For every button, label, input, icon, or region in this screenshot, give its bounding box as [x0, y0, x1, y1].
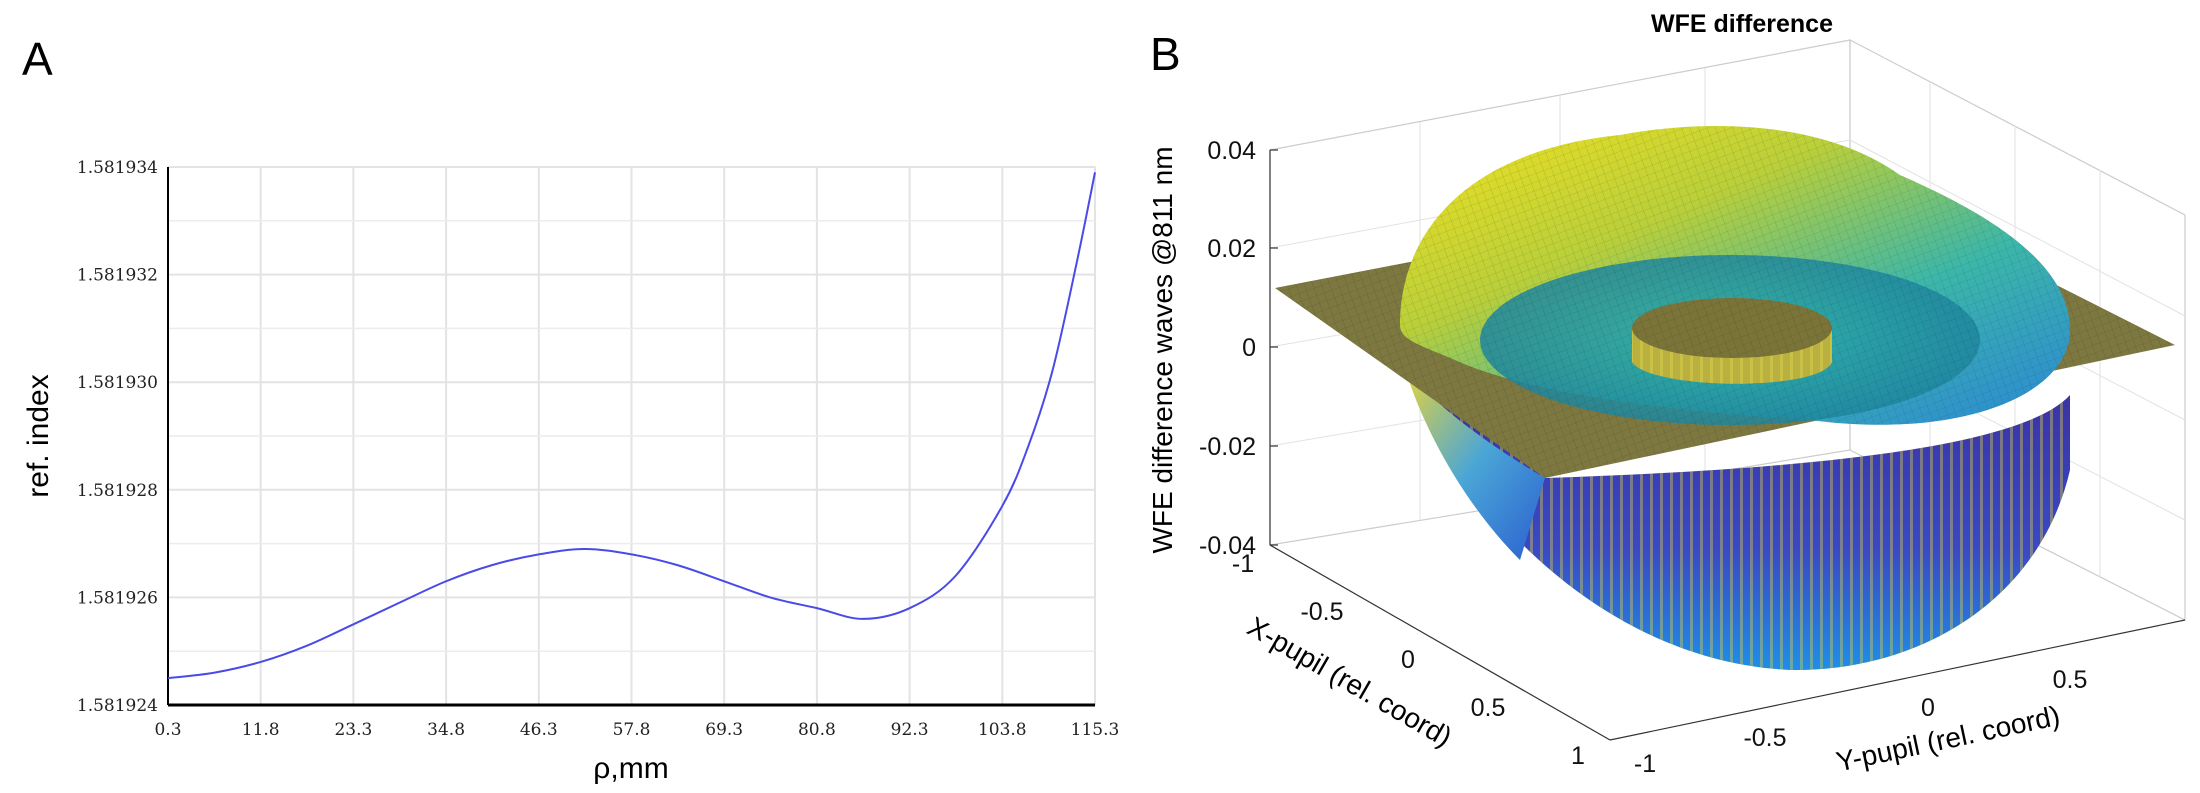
chart-a-x-tick-label: 11.8: [242, 720, 280, 740]
chart-b-y-axis-line: [1609, 619, 2186, 741]
chart-a-x-ticks: 0.3 11.8 23.3 34.8 46.3 57.8 69.3 80.8 92.3 103.8…: [154, 720, 1119, 740]
chart-a-points: [167, 172, 1096, 679]
chart-a-x-tick-label: 57.8: [613, 720, 651, 740]
chart-a-y-tick-label: 1.581926: [77, 588, 158, 608]
chart-a-x-tick-label: 46.3: [520, 720, 558, 740]
chart-a-ylabel: ref. index: [22, 374, 55, 497]
chart-b-x-axis-line: [1269, 544, 1611, 741]
chart-b-x-tick-label: -0.5: [1300, 598, 1343, 626]
chart-b-title: WFE difference: [1651, 10, 1833, 38]
panel-b-label: B: [1150, 28, 1181, 80]
chart-a-series-line: [167, 172, 1096, 680]
chart-a: 0.3 11.8 23.3 34.8 46.3 57.8 69.3 80.8 92.3 103.8…: [22, 158, 1119, 785]
chart-a-y-ticks: 1.581924 1.581926 1.581928 1.581930 1.581932…: [77, 158, 158, 716]
chart-b-zlabel: WFE difference waves @811 nm: [1147, 146, 1178, 553]
chart-b-z-tick-label: -0.04: [1199, 532, 1256, 560]
chart-b-x-tick-label: 0.5: [1471, 694, 1506, 722]
chart-a-y-tick-label: 1.581934: [77, 158, 158, 178]
chart-a-xlabel: ρ,mm: [593, 752, 668, 785]
chart-b-surface: [1275, 125, 2175, 671]
chart-a-y-tick-label: 1.581928: [77, 481, 158, 501]
chart-a-y-tick-label: 1.581930: [77, 373, 158, 393]
chart-b-y-ticks: -1 -0.5 0 0.5: [1634, 666, 2088, 778]
chart-a-y-tick-label: 1.581932: [77, 266, 158, 286]
chart-b-surface-center-pillar-mesh: [1632, 298, 1832, 358]
chart-a-x-tick-label: 103.8: [978, 720, 1027, 740]
chart-a-y-tick-label: 1.581924: [77, 696, 158, 716]
chart-b-y-tick-label: -0.5: [1743, 724, 1786, 752]
chart-b-surface-left-wall: [1405, 368, 1545, 560]
chart-b: 0.040.020-0.02-0.04 -1-0.500.51 -1-0.500…: [1147, 39, 2186, 778]
chart-b-surface-front-wall-stripes: [1405, 368, 2070, 671]
chart-b-xlabel: X-pupil (rel. coord): [1242, 611, 1457, 753]
chart-b-x-ticks: -1 -0.5 0 0.5 1: [1232, 550, 1585, 770]
chart-b-z-tick-label: 0.04: [1207, 137, 1256, 165]
chart-a-x-tick-label: 69.3: [705, 720, 743, 740]
chart-b-y-tick-label: 0: [1921, 694, 1935, 722]
chart-a-x-tick-label: 23.3: [334, 720, 372, 740]
chart-b-z-tick-label: 0.02: [1207, 235, 1256, 263]
chart-a-x-tick-label: 80.8: [798, 720, 836, 740]
chart-b-z-tick-label: 0: [1242, 334, 1256, 362]
chart-b-z-tick-label: -0.02: [1199, 433, 1256, 461]
chart-b-x-tick-label: 0: [1401, 646, 1415, 674]
chart-b-y-tick-label: -1: [1634, 750, 1656, 778]
chart-b-x-tick-label: -1: [1232, 550, 1254, 578]
chart-a-x-tick-label: 0.3: [154, 720, 181, 740]
chart-b-ylabel: Y-pupil (rel. coord): [1833, 700, 2062, 778]
panel-a-label: A: [22, 33, 53, 85]
chart-a-x-tick-label: 115.3: [1071, 720, 1120, 740]
chart-b-y-tick-label: 0.5: [2053, 666, 2088, 694]
chart-a-x-tick-label: 92.3: [891, 720, 929, 740]
chart-a-x-tick-label: 34.8: [427, 720, 465, 740]
chart-b-x-tick-label: 1: [1571, 742, 1585, 770]
chart-b-z-ticks: 0.04 0.02 0 -0.02 -0.04: [1199, 137, 1278, 560]
